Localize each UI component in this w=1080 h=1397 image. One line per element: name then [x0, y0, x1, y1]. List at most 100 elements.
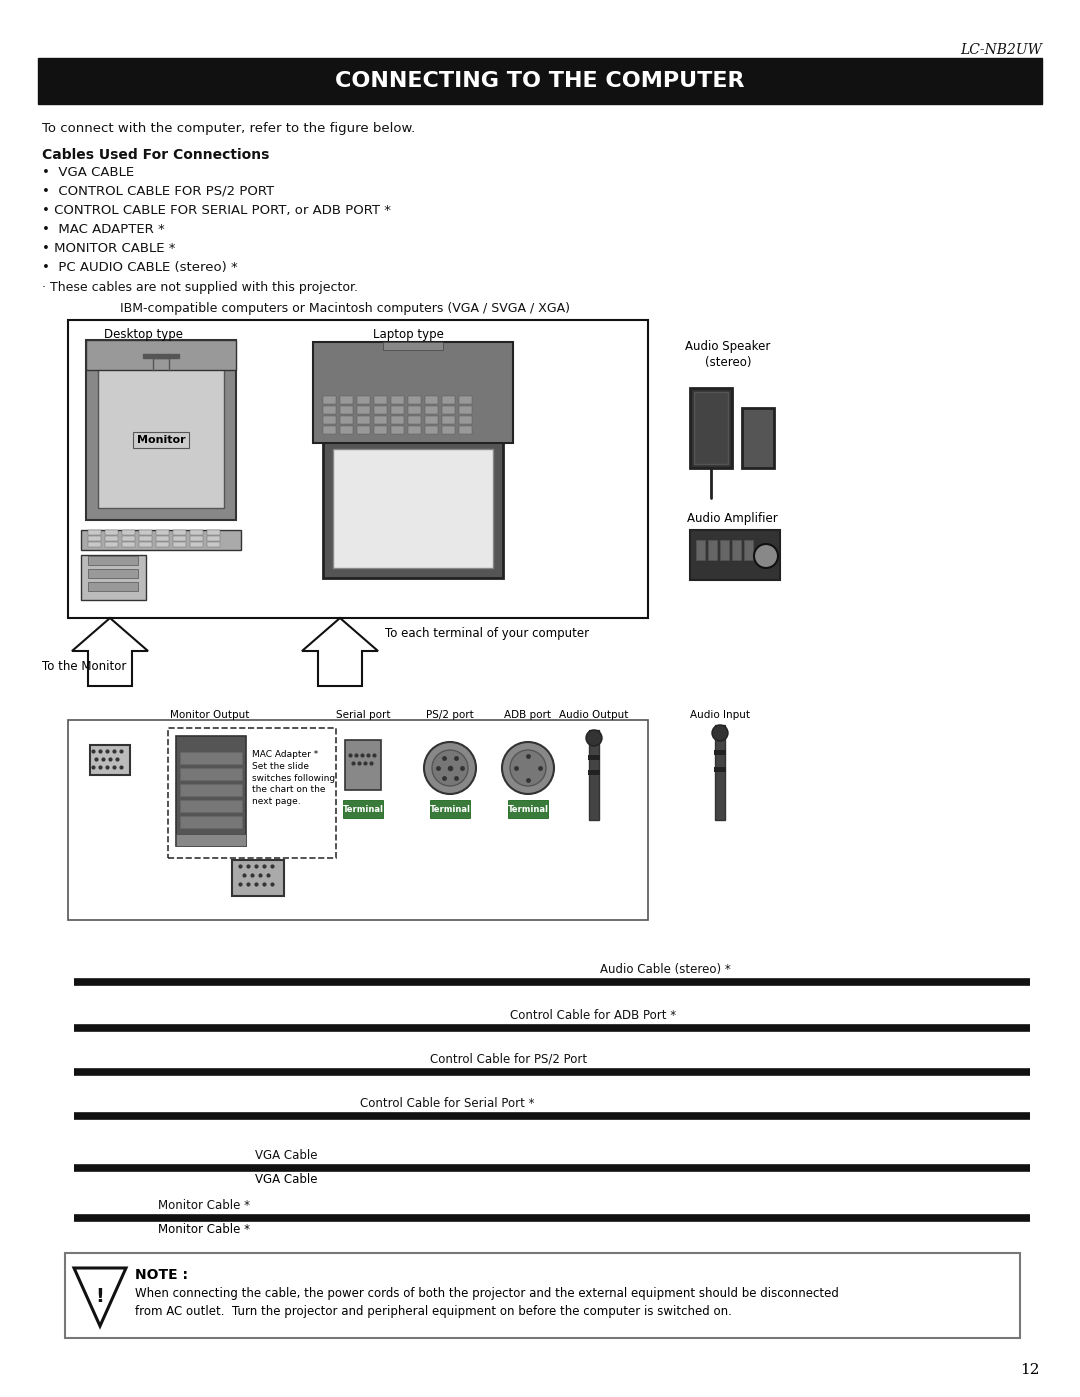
Bar [340, 426, 353, 434]
Circle shape [424, 742, 476, 793]
Bar [744, 541, 753, 560]
Circle shape [502, 742, 554, 793]
Bar [105, 529, 118, 535]
Bar [459, 416, 472, 425]
Bar [180, 784, 242, 796]
Text: LC-NB2UW: LC-NB2UW [960, 43, 1042, 57]
Text: Audio Output: Audio Output [559, 710, 629, 719]
Bar [690, 388, 732, 468]
Circle shape [712, 725, 728, 740]
Bar [430, 800, 470, 819]
Text: CONNECTING TO THE COMPUTER: CONNECTING TO THE COMPUTER [335, 71, 745, 91]
Text: When connecting the cable, the power cords of both the projector and the externa: When connecting the cable, the power cor… [135, 1287, 839, 1317]
Text: Control Cable for Serial Port *: Control Cable for Serial Port * [360, 1097, 535, 1111]
Bar [374, 416, 387, 425]
Text: VGA Cable: VGA Cable [255, 1173, 318, 1186]
Bar [426, 407, 438, 414]
Bar [190, 542, 203, 548]
Bar [340, 407, 353, 414]
Text: PS/2 port: PS/2 port [427, 710, 474, 719]
Bar [374, 426, 387, 434]
Bar [173, 542, 186, 548]
Bar [391, 416, 404, 425]
Bar [459, 407, 472, 414]
Text: To the Monitor: To the Monitor [42, 659, 126, 672]
Bar [374, 395, 387, 404]
Bar [156, 529, 168, 535]
Bar [391, 426, 404, 434]
Bar [357, 407, 370, 414]
Text: Monitor Output: Monitor Output [171, 710, 249, 719]
Bar [176, 736, 246, 847]
Bar [408, 395, 421, 404]
Bar [173, 529, 186, 535]
Bar [333, 448, 492, 569]
Bar [87, 569, 138, 578]
Bar [323, 439, 503, 578]
Bar [694, 393, 728, 464]
Text: VGA Cable: VGA Cable [255, 1148, 318, 1162]
Text: Monitor: Monitor [137, 434, 186, 446]
Bar [173, 536, 186, 541]
Bar [323, 407, 336, 414]
Bar [38, 59, 1042, 103]
Bar [408, 416, 421, 425]
Bar [426, 395, 438, 404]
Bar [442, 395, 455, 404]
Bar [720, 541, 729, 560]
Bar [374, 407, 387, 414]
Circle shape [510, 750, 546, 787]
Bar [87, 536, 102, 541]
Bar [139, 529, 152, 535]
Circle shape [754, 543, 778, 569]
Text: •  PC AUDIO CABLE (stereo) *: • PC AUDIO CABLE (stereo) * [42, 261, 238, 274]
Text: Control Cable for ADB Port *: Control Cable for ADB Port * [510, 1009, 676, 1023]
Bar [357, 426, 370, 434]
Text: Audio Speaker
(stereo): Audio Speaker (stereo) [686, 339, 771, 369]
Text: To each terminal of your computer: To each terminal of your computer [384, 627, 589, 640]
Polygon shape [72, 617, 148, 686]
Bar [156, 542, 168, 548]
Text: •  MAC ADAPTER *: • MAC ADAPTER * [42, 224, 165, 236]
Bar [696, 541, 705, 560]
Bar [323, 416, 336, 425]
Bar [383, 342, 443, 351]
Bar [86, 339, 237, 370]
Bar [714, 767, 726, 773]
Bar [180, 800, 242, 812]
Text: Serial port: Serial port [336, 710, 390, 719]
Bar [426, 416, 438, 425]
Text: IBM-compatible computers or Macintosh computers (VGA / SVGA / XGA): IBM-compatible computers or Macintosh co… [120, 302, 570, 314]
Bar [442, 407, 455, 414]
Circle shape [586, 731, 602, 746]
Bar [139, 542, 152, 548]
Bar [442, 426, 455, 434]
Bar [323, 395, 336, 404]
Text: 12: 12 [1021, 1363, 1040, 1377]
Bar [122, 529, 135, 535]
Text: • MONITOR CABLE *: • MONITOR CABLE * [42, 242, 175, 256]
Text: ADB port: ADB port [504, 710, 552, 719]
Bar [708, 541, 717, 560]
Bar [207, 542, 220, 548]
Polygon shape [302, 617, 378, 686]
Bar [459, 395, 472, 404]
Bar [343, 800, 383, 819]
Bar [589, 731, 599, 820]
Text: Audio Cable (stereo) *: Audio Cable (stereo) * [600, 963, 731, 977]
Bar [345, 740, 381, 789]
Bar [68, 320, 648, 617]
Text: Terminal: Terminal [508, 806, 549, 814]
Text: Laptop type: Laptop type [373, 328, 444, 341]
Bar [87, 542, 102, 548]
Bar [357, 395, 370, 404]
Bar [190, 536, 203, 541]
Polygon shape [75, 1268, 126, 1326]
Bar [508, 800, 548, 819]
Bar [588, 770, 600, 775]
Bar [122, 542, 135, 548]
Bar [426, 426, 438, 434]
Bar [143, 353, 179, 358]
Bar [81, 529, 241, 550]
Circle shape [432, 750, 468, 787]
